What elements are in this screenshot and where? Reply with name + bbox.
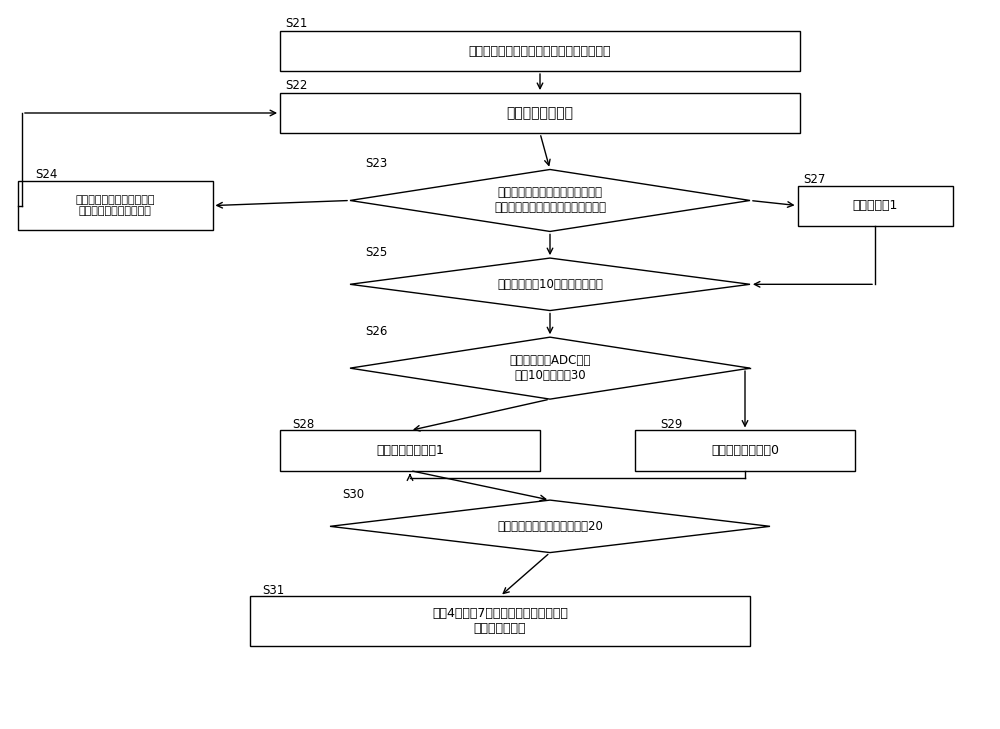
- Text: S28: S28: [292, 418, 314, 431]
- Text: 缓存计数加1: 缓存计数加1: [852, 199, 898, 212]
- Polygon shape: [350, 258, 750, 311]
- Text: S21: S21: [285, 17, 307, 30]
- Text: 判断当前采集的直流脉冲电流是否
大于当前缓存的直流脉冲电流最大值: 判断当前采集的直流脉冲电流是否 大于当前缓存的直流脉冲电流最大值: [494, 187, 606, 214]
- Text: 将该直流脉冲电流作为一个
直流脉冲电流最大值缓存: 将该直流脉冲电流作为一个 直流脉冲电流最大值缓存: [75, 195, 155, 217]
- Text: 判断是否是第10个缓存比较完成: 判断是否是第10个缓存比较完成: [497, 278, 603, 291]
- Text: 下落出现计数器清0: 下落出现计数器清0: [711, 444, 779, 457]
- Text: 判断采集到的ADC是否
比第10个缓存少30: 判断采集到的ADC是否 比第10个缓存少30: [509, 354, 591, 382]
- FancyBboxPatch shape: [635, 430, 855, 471]
- FancyBboxPatch shape: [280, 93, 800, 133]
- Text: 判断下落出现计数器是否大于20: 判断下落出现计数器是否大于20: [497, 520, 603, 533]
- Text: S25: S25: [365, 246, 387, 259]
- FancyBboxPatch shape: [280, 430, 540, 471]
- Text: 将地4个至第7个缓存数据求取平均值，
获得结果最大值: 将地4个至第7个缓存数据求取平均值， 获得结果最大值: [432, 607, 568, 635]
- FancyBboxPatch shape: [18, 181, 213, 230]
- Text: S23: S23: [365, 157, 387, 170]
- Polygon shape: [350, 170, 750, 232]
- Text: 采集直流脉冲电流: 采集直流脉冲电流: [507, 106, 574, 120]
- FancyBboxPatch shape: [798, 185, 952, 226]
- Text: 下落出现计数器加1: 下落出现计数器加1: [376, 444, 444, 457]
- Text: S27: S27: [803, 174, 825, 186]
- Polygon shape: [330, 500, 770, 553]
- Text: S24: S24: [35, 168, 57, 182]
- Text: S22: S22: [285, 79, 307, 92]
- Polygon shape: [350, 337, 750, 399]
- Text: S29: S29: [660, 418, 682, 431]
- Text: S26: S26: [365, 325, 387, 338]
- FancyBboxPatch shape: [280, 31, 800, 71]
- Text: S30: S30: [342, 488, 364, 501]
- FancyBboxPatch shape: [250, 596, 750, 646]
- Text: 采集初始直流脉冲电流最大值，并进行缓存: 采集初始直流脉冲电流最大值，并进行缓存: [469, 44, 611, 58]
- Text: S31: S31: [262, 584, 284, 597]
